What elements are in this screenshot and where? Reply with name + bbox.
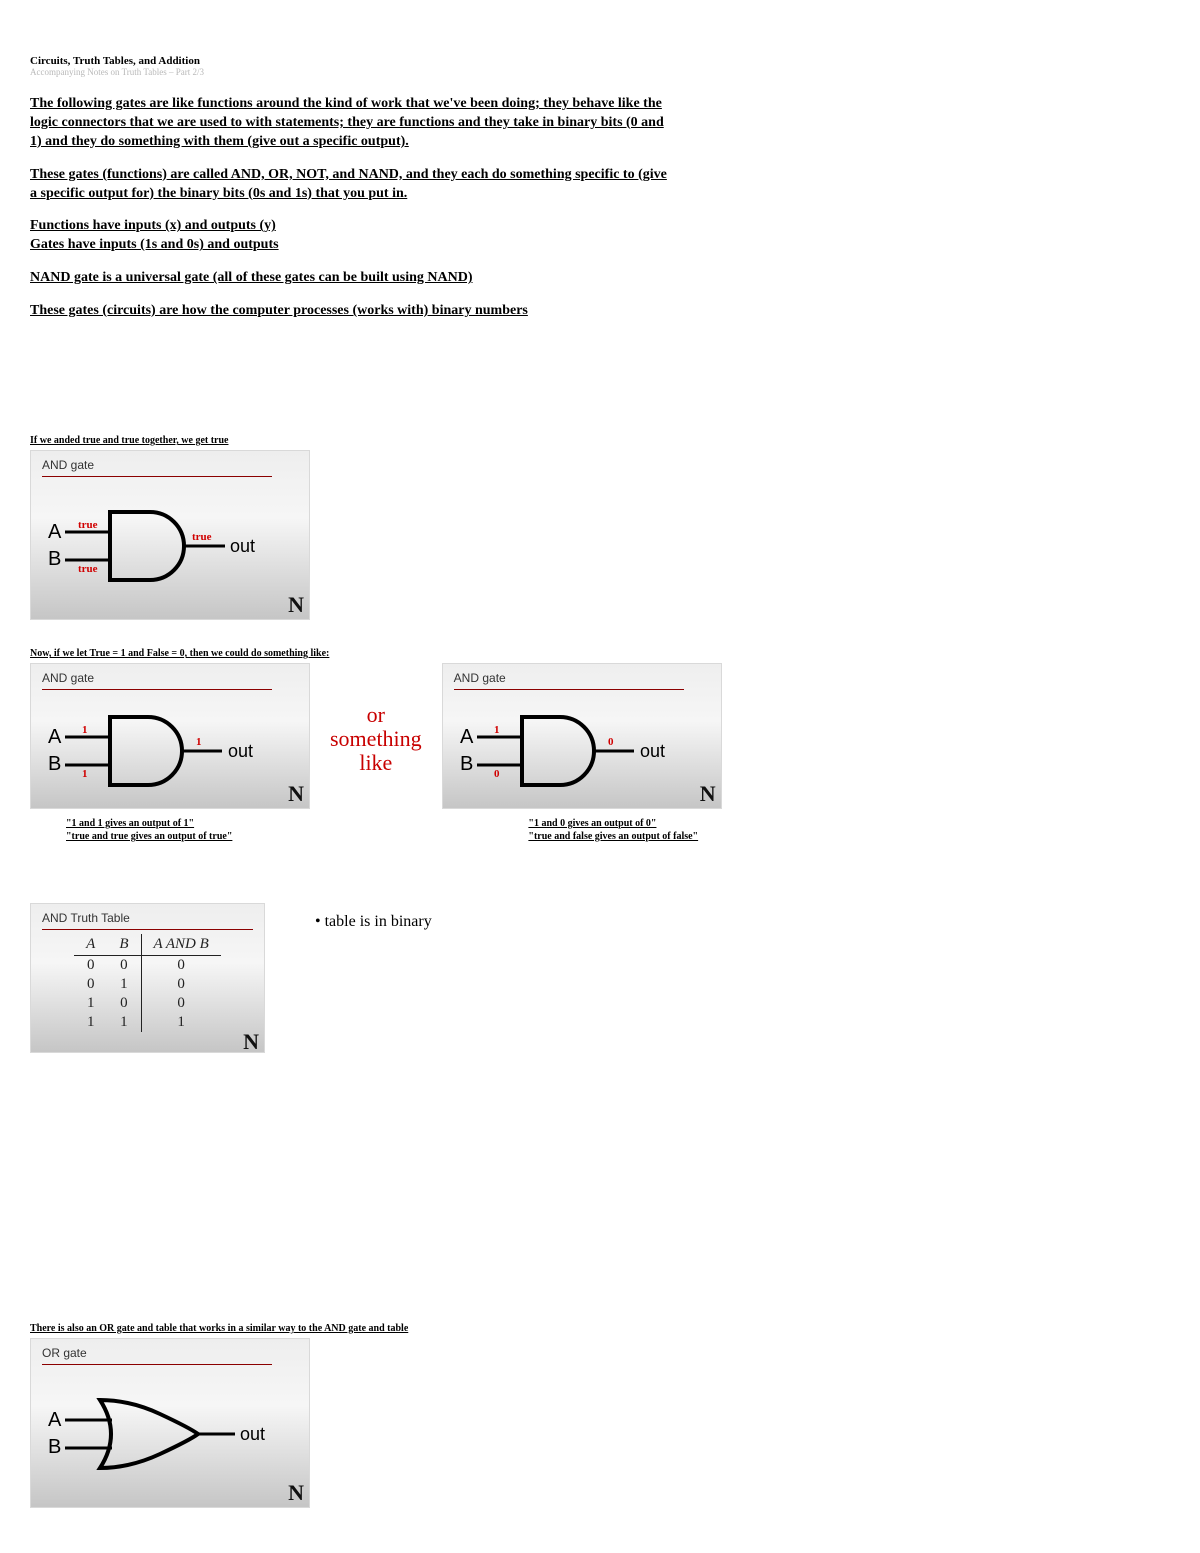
and-gate-panel-1: AND gate A B true true true out N bbox=[30, 450, 310, 620]
hand-a: true bbox=[78, 519, 98, 531]
col-a: A bbox=[74, 934, 107, 956]
input-b-label: B bbox=[48, 548, 61, 570]
hand-a: 1 bbox=[82, 724, 88, 736]
paragraph-2: These gates (functions) are called AND, … bbox=[30, 166, 670, 204]
caption-4: There is also an OR gate and table that … bbox=[30, 1323, 1170, 1334]
panel-logo: N bbox=[700, 781, 716, 807]
panel-title: OR gate bbox=[42, 1346, 87, 1360]
paragraph-1: The following gates are like functions a… bbox=[30, 95, 670, 152]
document-page: Circuits, Truth Tables, and Addition Acc… bbox=[0, 0, 1200, 1538]
paragraph-3: Functions have inputs (x) and outputs (y… bbox=[30, 217, 670, 236]
hand-b: 0 bbox=[494, 768, 500, 780]
truth-table-row: AND Truth Table A B A AND B 000 010 100 … bbox=[30, 903, 1170, 1053]
caption-3b-l2: "true and false gives an output of false… bbox=[528, 830, 698, 843]
caption-3b-l1: "1 and 0 gives an output of 0" bbox=[528, 817, 698, 830]
output-label: out bbox=[640, 741, 665, 761]
input-b-label: B bbox=[48, 1436, 61, 1458]
caption-3a-l2: "true and true gives an output of true" bbox=[66, 830, 232, 843]
and-gate-diagram: A B 1 1 1 out bbox=[40, 693, 300, 803]
hand-b: 1 bbox=[82, 768, 88, 780]
panel-title: AND gate bbox=[42, 458, 94, 472]
hand-b: true bbox=[78, 563, 98, 575]
output-label: out bbox=[228, 741, 253, 761]
input-b-label: B bbox=[460, 753, 473, 775]
output-label: out bbox=[230, 536, 255, 556]
and-gate-panel-2: AND gate A B 1 1 1 out N bbox=[30, 663, 310, 809]
input-a-label: A bbox=[48, 1409, 62, 1431]
hand-out: 0 bbox=[608, 736, 614, 748]
hand-out: true bbox=[192, 531, 212, 543]
doc-title: Circuits, Truth Tables, and Addition bbox=[30, 55, 1170, 67]
or-something-annotation: or something like bbox=[330, 703, 422, 776]
or-gate-diagram: A B out bbox=[40, 1368, 300, 1498]
and-truth-table: A B A AND B 000 010 100 111 bbox=[74, 934, 221, 1032]
panel-logo: N bbox=[288, 592, 304, 618]
input-b-label: B bbox=[48, 753, 61, 775]
hand-out: 1 bbox=[196, 736, 202, 748]
table-binary-note: • table is in binary bbox=[315, 913, 432, 931]
input-a-label: A bbox=[48, 726, 62, 748]
caption-1: If we anded true and true together, we g… bbox=[30, 435, 1170, 446]
truth-table-title: AND Truth Table bbox=[42, 911, 253, 930]
paragraph-6: These gates (circuits) are how the compu… bbox=[30, 302, 670, 321]
hand-a: 1 bbox=[494, 724, 500, 736]
gate-row: AND gate A B 1 1 1 out N or something li… bbox=[30, 663, 1170, 809]
panel-title: AND gate bbox=[454, 671, 506, 685]
col-out: A AND B bbox=[141, 934, 221, 956]
or-gate-panel: OR gate A B out N bbox=[30, 1338, 310, 1508]
truth-table-panel: AND Truth Table A B A AND B 000 010 100 … bbox=[30, 903, 265, 1053]
input-a-label: A bbox=[460, 726, 474, 748]
input-a-label: A bbox=[48, 521, 62, 543]
panel-logo: N bbox=[288, 781, 304, 807]
panel-logo: N bbox=[288, 1480, 304, 1506]
col-b: B bbox=[107, 934, 141, 956]
caption-2: Now, if we let True = 1 and False = 0, t… bbox=[30, 648, 1170, 659]
paragraph-4: Gates have inputs (1s and 0s) and output… bbox=[30, 236, 670, 255]
and-gate-diagram: A B 1 0 0 out bbox=[452, 693, 712, 803]
caption-3a-l1: "1 and 1 gives an output of 1" bbox=[66, 817, 232, 830]
and-gate-panel-3: AND gate A B 1 0 0 out N bbox=[442, 663, 722, 809]
panel-logo: N bbox=[243, 1029, 259, 1055]
doc-subtitle: Accompanying Notes on Truth Tables – Par… bbox=[30, 67, 1170, 77]
truth-body: 000 010 100 111 bbox=[74, 956, 221, 1033]
paragraph-5: NAND gate is a universal gate (all of th… bbox=[30, 269, 670, 288]
and-gate-diagram: A B true true true out bbox=[40, 480, 300, 610]
panel-title: AND gate bbox=[42, 671, 94, 685]
output-label: out bbox=[240, 1424, 265, 1444]
